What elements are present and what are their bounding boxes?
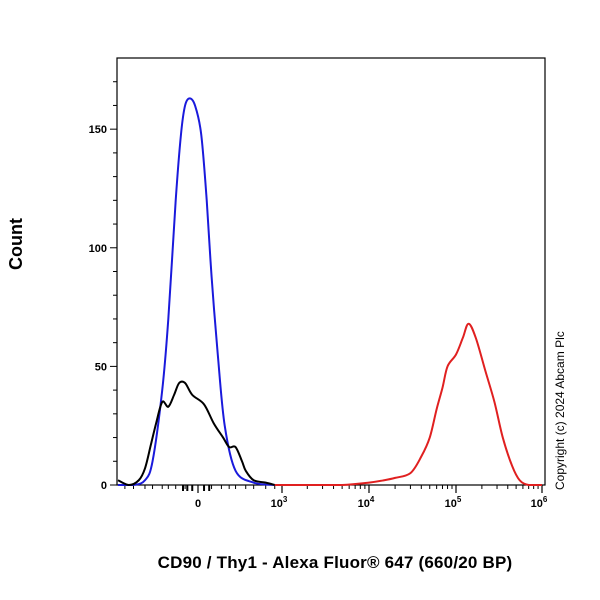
y-tick-label: 0 (101, 480, 107, 492)
x-axis: 0 103 104 105 106 (124, 485, 548, 510)
x-tick-label: 103 (271, 495, 288, 510)
x-axis-title: CD90 / Thy1 - Alexa Fluor® 647 (660/20 B… (157, 553, 513, 572)
plot-frame (116, 57, 546, 486)
y-axis-title: Count (6, 218, 26, 270)
x-tick-label: 106 (531, 495, 548, 510)
x-tick-label: 0 (195, 498, 201, 510)
y-tick-label: 150 (89, 124, 107, 136)
series-line (117, 380, 276, 486)
x-tick-label: 105 (445, 495, 462, 510)
series-line (274, 322, 542, 486)
y-axis: 0 50 100 150 (89, 81, 117, 492)
copyright-annotation: Copyright (c) 2024 Abcam Plc (553, 331, 567, 490)
x-tick-label: 104 (358, 495, 375, 510)
histogram-series (117, 97, 542, 486)
y-tick-label: 100 (89, 243, 107, 255)
y-tick-label: 50 (95, 361, 107, 373)
series-line (118, 97, 275, 486)
